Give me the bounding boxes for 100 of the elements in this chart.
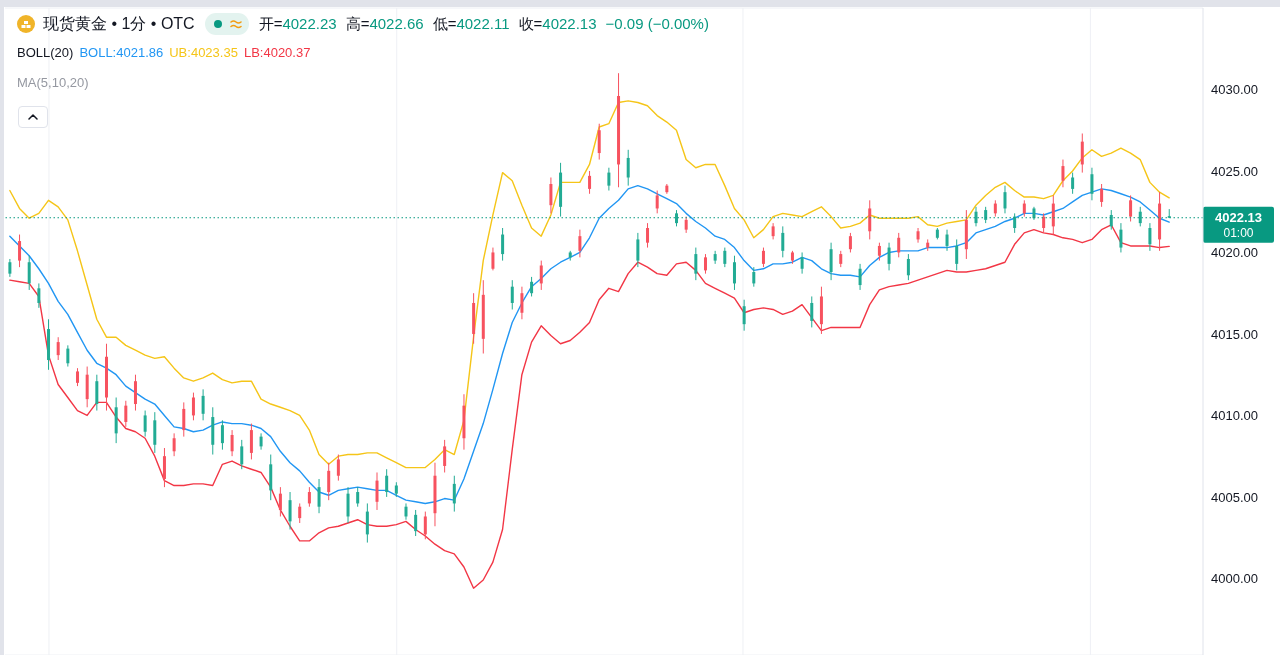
candlestick (307, 486, 311, 508)
text: 4022.13 (1215, 210, 1262, 226)
candlestick (588, 170, 592, 195)
candlestick (1109, 209, 1113, 231)
candlestick (249, 423, 253, 460)
candlestick (385, 468, 389, 498)
candlestick (288, 491, 292, 531)
y-tick-label: 4000.00 (1211, 571, 1258, 587)
candlestick (1138, 206, 1142, 227)
candlestick (423, 511, 427, 540)
candlestick (1061, 159, 1065, 188)
text: LB:4020.37 (243, 44, 311, 60)
annotation: 开=4022.23 (258, 14, 337, 32)
candlestick (501, 227, 505, 262)
y-tick-label: 4030.00 (1211, 82, 1258, 98)
candlestick (124, 400, 128, 428)
y-tick-label: 4010.00 (1211, 408, 1258, 424)
line-series (9, 100, 1170, 469)
candlestick (906, 253, 910, 281)
text: 01:00 (1223, 225, 1254, 240)
annotation: 高=4022.66 (345, 14, 424, 32)
candlestick (452, 475, 456, 513)
candlestick (607, 167, 611, 192)
candlestick (278, 486, 282, 517)
annotation: −0.09 (−0.00%) (605, 14, 709, 32)
legend-title: BOLL(20) (17, 44, 74, 60)
candlestick (1090, 167, 1094, 201)
candlestick (491, 247, 495, 271)
candlestick (723, 247, 727, 268)
candlestick (646, 222, 650, 249)
candlestick (37, 282, 41, 309)
candlestick (317, 478, 321, 514)
candlestick (955, 238, 959, 271)
candlestick (626, 149, 630, 187)
candlestick (95, 374, 99, 412)
candlestick (800, 251, 804, 275)
candlestick (520, 286, 524, 320)
candlestick (1003, 185, 1007, 214)
candlestick (133, 374, 137, 412)
candlestick (375, 471, 379, 511)
candlestick (1051, 194, 1055, 236)
candlestick (240, 439, 244, 470)
candlestick (510, 279, 514, 310)
candlestick (694, 247, 698, 281)
candlestick (66, 344, 70, 368)
text: UB:4023.35 (169, 44, 238, 60)
annotation: MA(5,10,20) (17, 75, 89, 90)
candlestick (732, 255, 736, 291)
y-tick-label: 4005.00 (1211, 489, 1258, 505)
candlestick (56, 336, 60, 361)
candlestick (848, 232, 852, 253)
y-tick-label: 4020.00 (1211, 245, 1258, 261)
candlestick (578, 229, 582, 258)
candlestick (162, 447, 166, 488)
candlestick (298, 502, 302, 524)
candlestick (781, 225, 785, 258)
candlestick (703, 253, 707, 275)
candlestick (365, 502, 369, 544)
candlestick (1148, 222, 1152, 252)
candlestick (539, 260, 543, 291)
candlestick (829, 242, 833, 281)
candlestick (1080, 132, 1084, 174)
candlestick (742, 299, 746, 332)
candlestick (191, 392, 195, 421)
y-tick-label: 4015.00 (1211, 326, 1258, 342)
candlestick (761, 247, 765, 268)
annotation: 收=4022.13 (518, 14, 597, 32)
candlestick (597, 123, 601, 161)
candlestick (810, 295, 814, 328)
candlestick (404, 502, 408, 521)
candlestick (1013, 212, 1017, 234)
candlestick (868, 199, 872, 240)
y-tick-label: 4025.00 (1211, 163, 1258, 179)
annotation: 低=4022.11 (432, 14, 510, 32)
candlestick (1042, 212, 1046, 234)
candlestick (443, 439, 447, 473)
candlestick (259, 432, 263, 451)
candlestick (327, 462, 331, 501)
candlestick (752, 266, 756, 288)
candlestick (655, 190, 659, 214)
candlestick (945, 229, 949, 252)
candlestick (18, 234, 22, 268)
candlestick (1129, 194, 1133, 222)
candlestick (27, 255, 31, 291)
candlestick (201, 388, 205, 421)
candlestick (182, 401, 186, 438)
chart-title: 现货黄金 • 1分 • OTC (43, 13, 195, 34)
candlestick (530, 276, 534, 297)
candlestick (346, 486, 350, 524)
candlestick (143, 410, 147, 438)
candlestick (172, 432, 176, 457)
candlestick (230, 429, 234, 457)
candlestick (916, 227, 920, 244)
candlestick (220, 419, 224, 451)
candlestick (1119, 222, 1123, 253)
candlestick (858, 263, 862, 291)
text: BOLL:4021.86 (79, 44, 164, 60)
candlestick (897, 232, 901, 258)
candlestick (887, 242, 891, 271)
candlestick (974, 206, 978, 227)
